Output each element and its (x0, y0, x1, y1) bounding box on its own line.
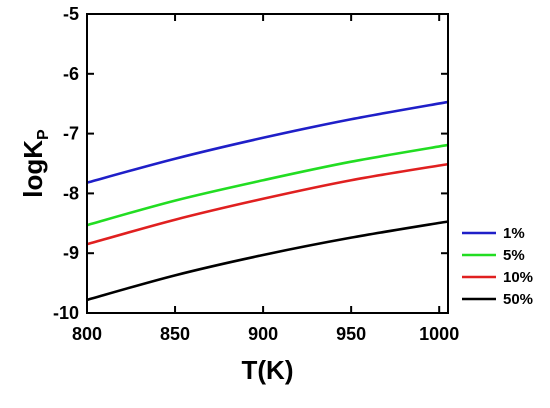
legend-item: 50% (462, 291, 533, 308)
y-axis-title: logKP (18, 129, 52, 198)
legend: 1% 5% 10% 50% (462, 225, 533, 308)
legend-label: 5% (503, 247, 525, 264)
y-axis-title-main: logK (18, 140, 48, 198)
x-tick-label: 950 (336, 324, 366, 344)
y-tick-label: -8 (63, 183, 79, 203)
legend-item: 10% (462, 269, 533, 286)
series-line-1pct (86, 100, 449, 184)
y-tick-label: -9 (63, 243, 79, 263)
plot-frame (86, 13, 449, 314)
plot-lines (86, 100, 449, 302)
axis-tick-labels: 800 850 900 950 1000 -10 -9 -8 -7 -6 -5 (53, 4, 459, 344)
legend-label: 50% (503, 291, 533, 308)
axis-ticks (86, 13, 448, 314)
legend-item: 5% (462, 247, 525, 264)
y-tick-label: -5 (63, 4, 79, 24)
series-line-50pct (86, 220, 449, 302)
x-axis-title: T(K) (242, 355, 294, 385)
legend-label: 10% (503, 269, 533, 286)
legend-label: 1% (503, 225, 525, 242)
x-tick-label: 900 (248, 324, 278, 344)
series-line-5pct (86, 143, 449, 227)
y-tick-label: -10 (53, 303, 79, 323)
y-tick-label: -6 (63, 64, 79, 84)
x-tick-label: 800 (72, 324, 102, 344)
x-tick-label: 850 (160, 324, 190, 344)
legend-item: 1% (462, 225, 525, 242)
x-tick-label: 1000 (419, 324, 459, 344)
y-axis-title-subscript: P (35, 129, 52, 140)
y-tick-label: -7 (63, 124, 79, 144)
series-line-10pct (86, 162, 449, 246)
